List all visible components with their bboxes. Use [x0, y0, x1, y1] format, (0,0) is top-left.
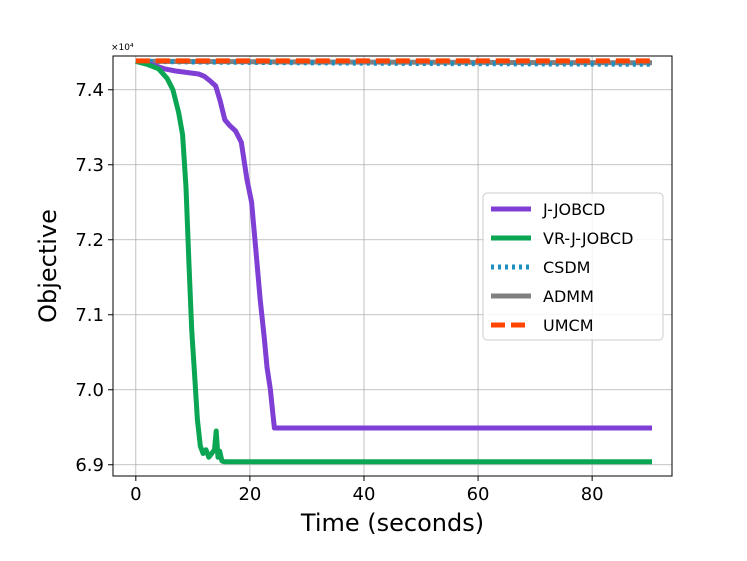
- plot-frame: [112, 55, 673, 477]
- legend-label-j-jobcd: J-JOBCD: [542, 200, 605, 219]
- y-scale-label: ×10⁴: [111, 43, 134, 53]
- y-tick-label: 7.2: [75, 230, 104, 251]
- legend-label-vr-j-jobcd: VR-J-JOBCD: [543, 229, 633, 248]
- legend-label-admm: ADMM: [543, 287, 594, 306]
- series-layer: [135, 58, 653, 465]
- y-tick-label: 7.1: [75, 305, 104, 326]
- y-axis-label: Objective: [34, 209, 62, 323]
- x-tick-label: 20: [238, 484, 261, 505]
- x-axis-label: Time (seconds): [300, 509, 484, 537]
- y-tick-label: 7.4: [75, 80, 104, 101]
- y-tick-label: 6.9: [75, 455, 104, 476]
- legend-label-umcm: UMCM: [543, 316, 594, 335]
- y-tick-label: 7.0: [75, 380, 104, 401]
- x-tick-label: 60: [467, 484, 490, 505]
- series-line-vr-j-jobcd: [135, 58, 652, 465]
- legend-label-csdm: CSDM: [543, 258, 590, 277]
- x-tick-label: 40: [353, 484, 376, 505]
- legend-box: [482, 192, 664, 341]
- legend: J-JOBCD VR-J-JOBCD CSDM ADMM UMCM: [482, 192, 664, 341]
- x-tick-label: 0: [130, 484, 141, 505]
- y-tick-label: 7.3: [75, 155, 104, 176]
- ticks: 0 20 40 60 80 6.9 7.0 7.1 7.2 7.3 7.4: [75, 80, 603, 505]
- x-tick-label: 80: [581, 484, 604, 505]
- series-line-j-jobcd: [135, 58, 652, 431]
